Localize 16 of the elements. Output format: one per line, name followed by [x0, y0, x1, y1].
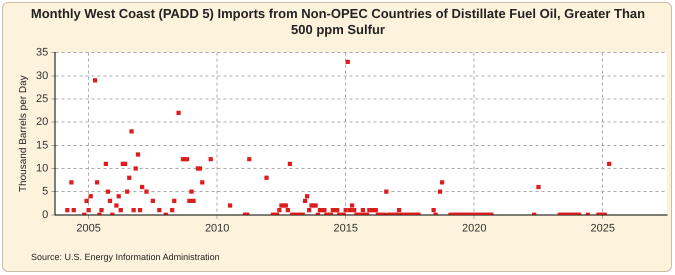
y-tick-label: 20: [36, 116, 48, 128]
source-note: Source: U.S. Energy Information Administration: [31, 252, 220, 262]
x-tick-label: 2020: [462, 222, 486, 234]
y-axis-title: Thousand Barrels per Day: [18, 75, 29, 192]
y-tick-label: 15: [36, 139, 48, 152]
y-tick-label: 0: [42, 208, 48, 221]
y-tick-label: 30: [36, 70, 48, 82]
y-tick-label: 25: [36, 92, 48, 105]
x-tick-label: 2010: [204, 222, 230, 234]
y-tick-label: 35: [36, 46, 48, 59]
x-tick-label: 2025: [590, 222, 615, 234]
chart-title: Monthly West Coast (PADD 5) Imports from Non-OPEC Countries of Distillate Fuel Oil, Greater Than 500 ppm Sulfur: [30, 6, 646, 38]
x-tick-label: 2015: [333, 222, 358, 234]
y-tick-label: 10: [36, 162, 48, 174]
y-tick-label: 5: [42, 186, 48, 198]
x-tick-label: 2005: [76, 222, 101, 234]
